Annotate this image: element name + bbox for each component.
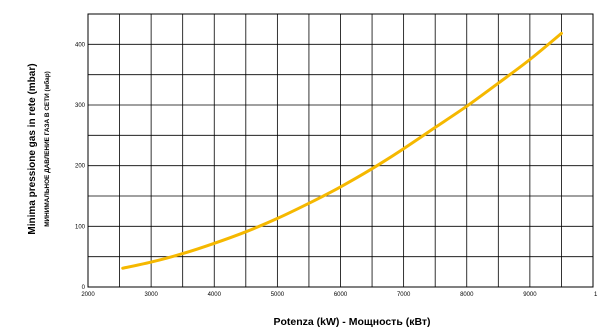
y-tick-label: 300 [75, 103, 86, 109]
y-tick-label: 200 [75, 164, 86, 170]
x-tick-label: 8000 [460, 292, 474, 298]
plot-frame [87, 13, 594, 288]
x-tick-label: 1 [594, 292, 598, 298]
x-tick-labels: 2000 3000 4000 5000 6000 7000 8000 9000 1 [81, 292, 598, 298]
x-tick-label: 4000 [208, 292, 222, 298]
y-axis-label-secondary: МИНИМАЛЬНОЕ ДАВЛЕНИЕ ГАЗА В СЕТИ (мбар) [43, 71, 51, 227]
x-tick-label: 2000 [81, 292, 95, 298]
grid-lines [87, 13, 594, 288]
series-line [121, 31, 563, 270]
y-tick-labels: 0 100 200 300 400 [75, 42, 86, 291]
x-tick-label: 5000 [271, 292, 285, 298]
x-tick-label: 9000 [523, 292, 537, 298]
x-axis-label: Potenza (kW) - Мощность (кВт) [273, 316, 430, 328]
x-tick-label: 6000 [334, 292, 348, 298]
y-axis-label: Minima pressione gas in rete (mbar) [27, 63, 38, 234]
y-tick-label: 100 [75, 224, 86, 230]
y-tick-label: 0 [82, 285, 86, 291]
y-tick-label: 400 [75, 42, 86, 48]
x-tick-label: 7000 [397, 292, 411, 298]
x-tick-label: 3000 [144, 292, 158, 298]
